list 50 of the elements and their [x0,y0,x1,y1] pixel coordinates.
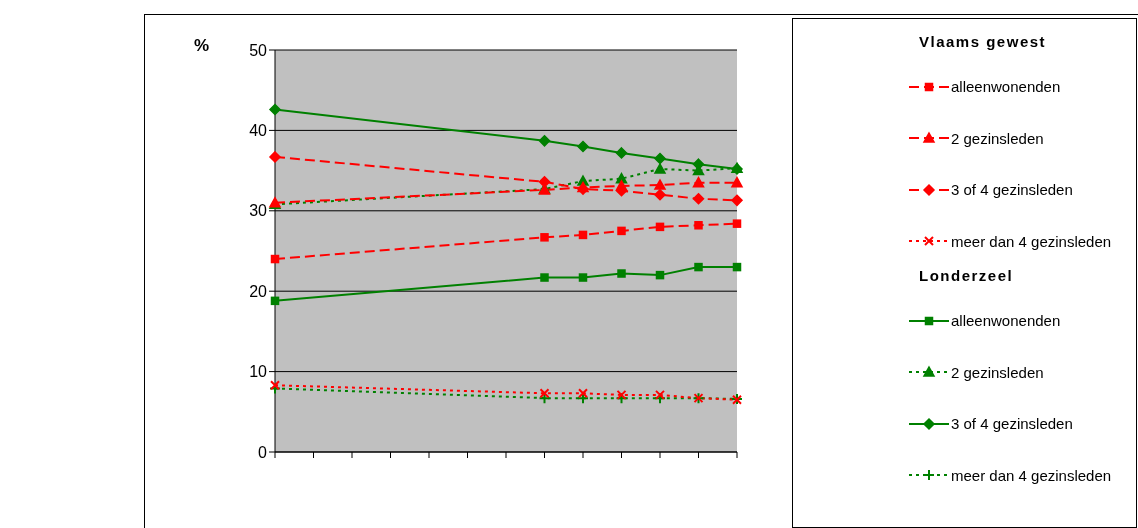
point [269,103,281,116]
y-tick-label: 40 [249,122,268,140]
point [732,262,742,272]
point [655,270,665,280]
point [539,388,550,399]
legend-label: 2 gezinsleden [951,129,1044,147]
point [577,140,589,153]
point [692,192,705,205]
point [615,147,628,159]
point [269,151,281,163]
y-tick-label: 10 [249,363,268,381]
point [540,273,549,282]
point [616,389,627,400]
point [654,163,666,174]
point [578,273,588,282]
legend-label: 3 of 4 gezinsleden [951,415,1073,433]
point [270,296,280,306]
legend-label: 3 of 4 gezinsleden [951,181,1073,199]
point [655,389,665,400]
point [270,380,280,391]
point [540,233,549,242]
point [617,226,626,236]
point [732,219,742,228]
point [655,222,665,232]
point [654,188,666,201]
legend-label: alleenwonenden [951,312,1061,330]
legend-label: alleenwonenden [951,78,1061,96]
point [731,194,743,207]
y-tick-label: 20 [249,282,268,300]
legend-label: meer dan 4 gezinsleden [951,232,1112,250]
point [578,388,588,399]
point [731,176,743,188]
point [654,179,666,190]
point [578,230,588,240]
point [694,221,703,230]
legend-label: 2 gezinsleden [951,363,1044,381]
point [270,254,280,264]
point [617,269,626,278]
y-tick-label: 50 [249,41,268,59]
y-tick-label: 30 [249,202,268,220]
point [692,176,705,188]
legend-label: meer dan 4 gezinsleden [951,466,1112,484]
point [615,180,628,191]
text: Vlaams gewest [919,33,1047,50]
text: Londerzeel [919,267,1014,284]
y-axis-title: % [194,36,210,56]
point [654,152,666,165]
y-tick-label: 0 [258,443,268,461]
point [538,135,551,147]
point [694,262,703,272]
